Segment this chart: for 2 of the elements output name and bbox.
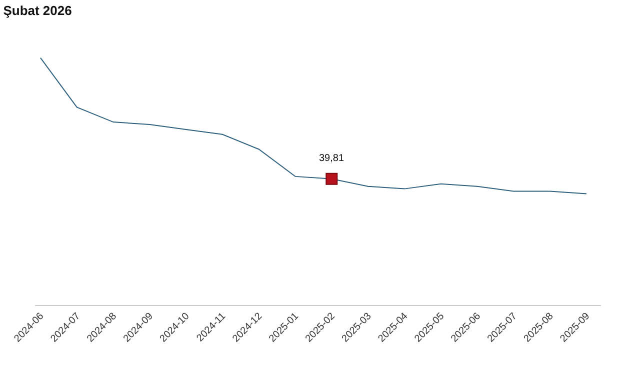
annotation: 39,81 xyxy=(319,153,344,164)
chart-title: Şubat 2026 xyxy=(3,2,72,18)
